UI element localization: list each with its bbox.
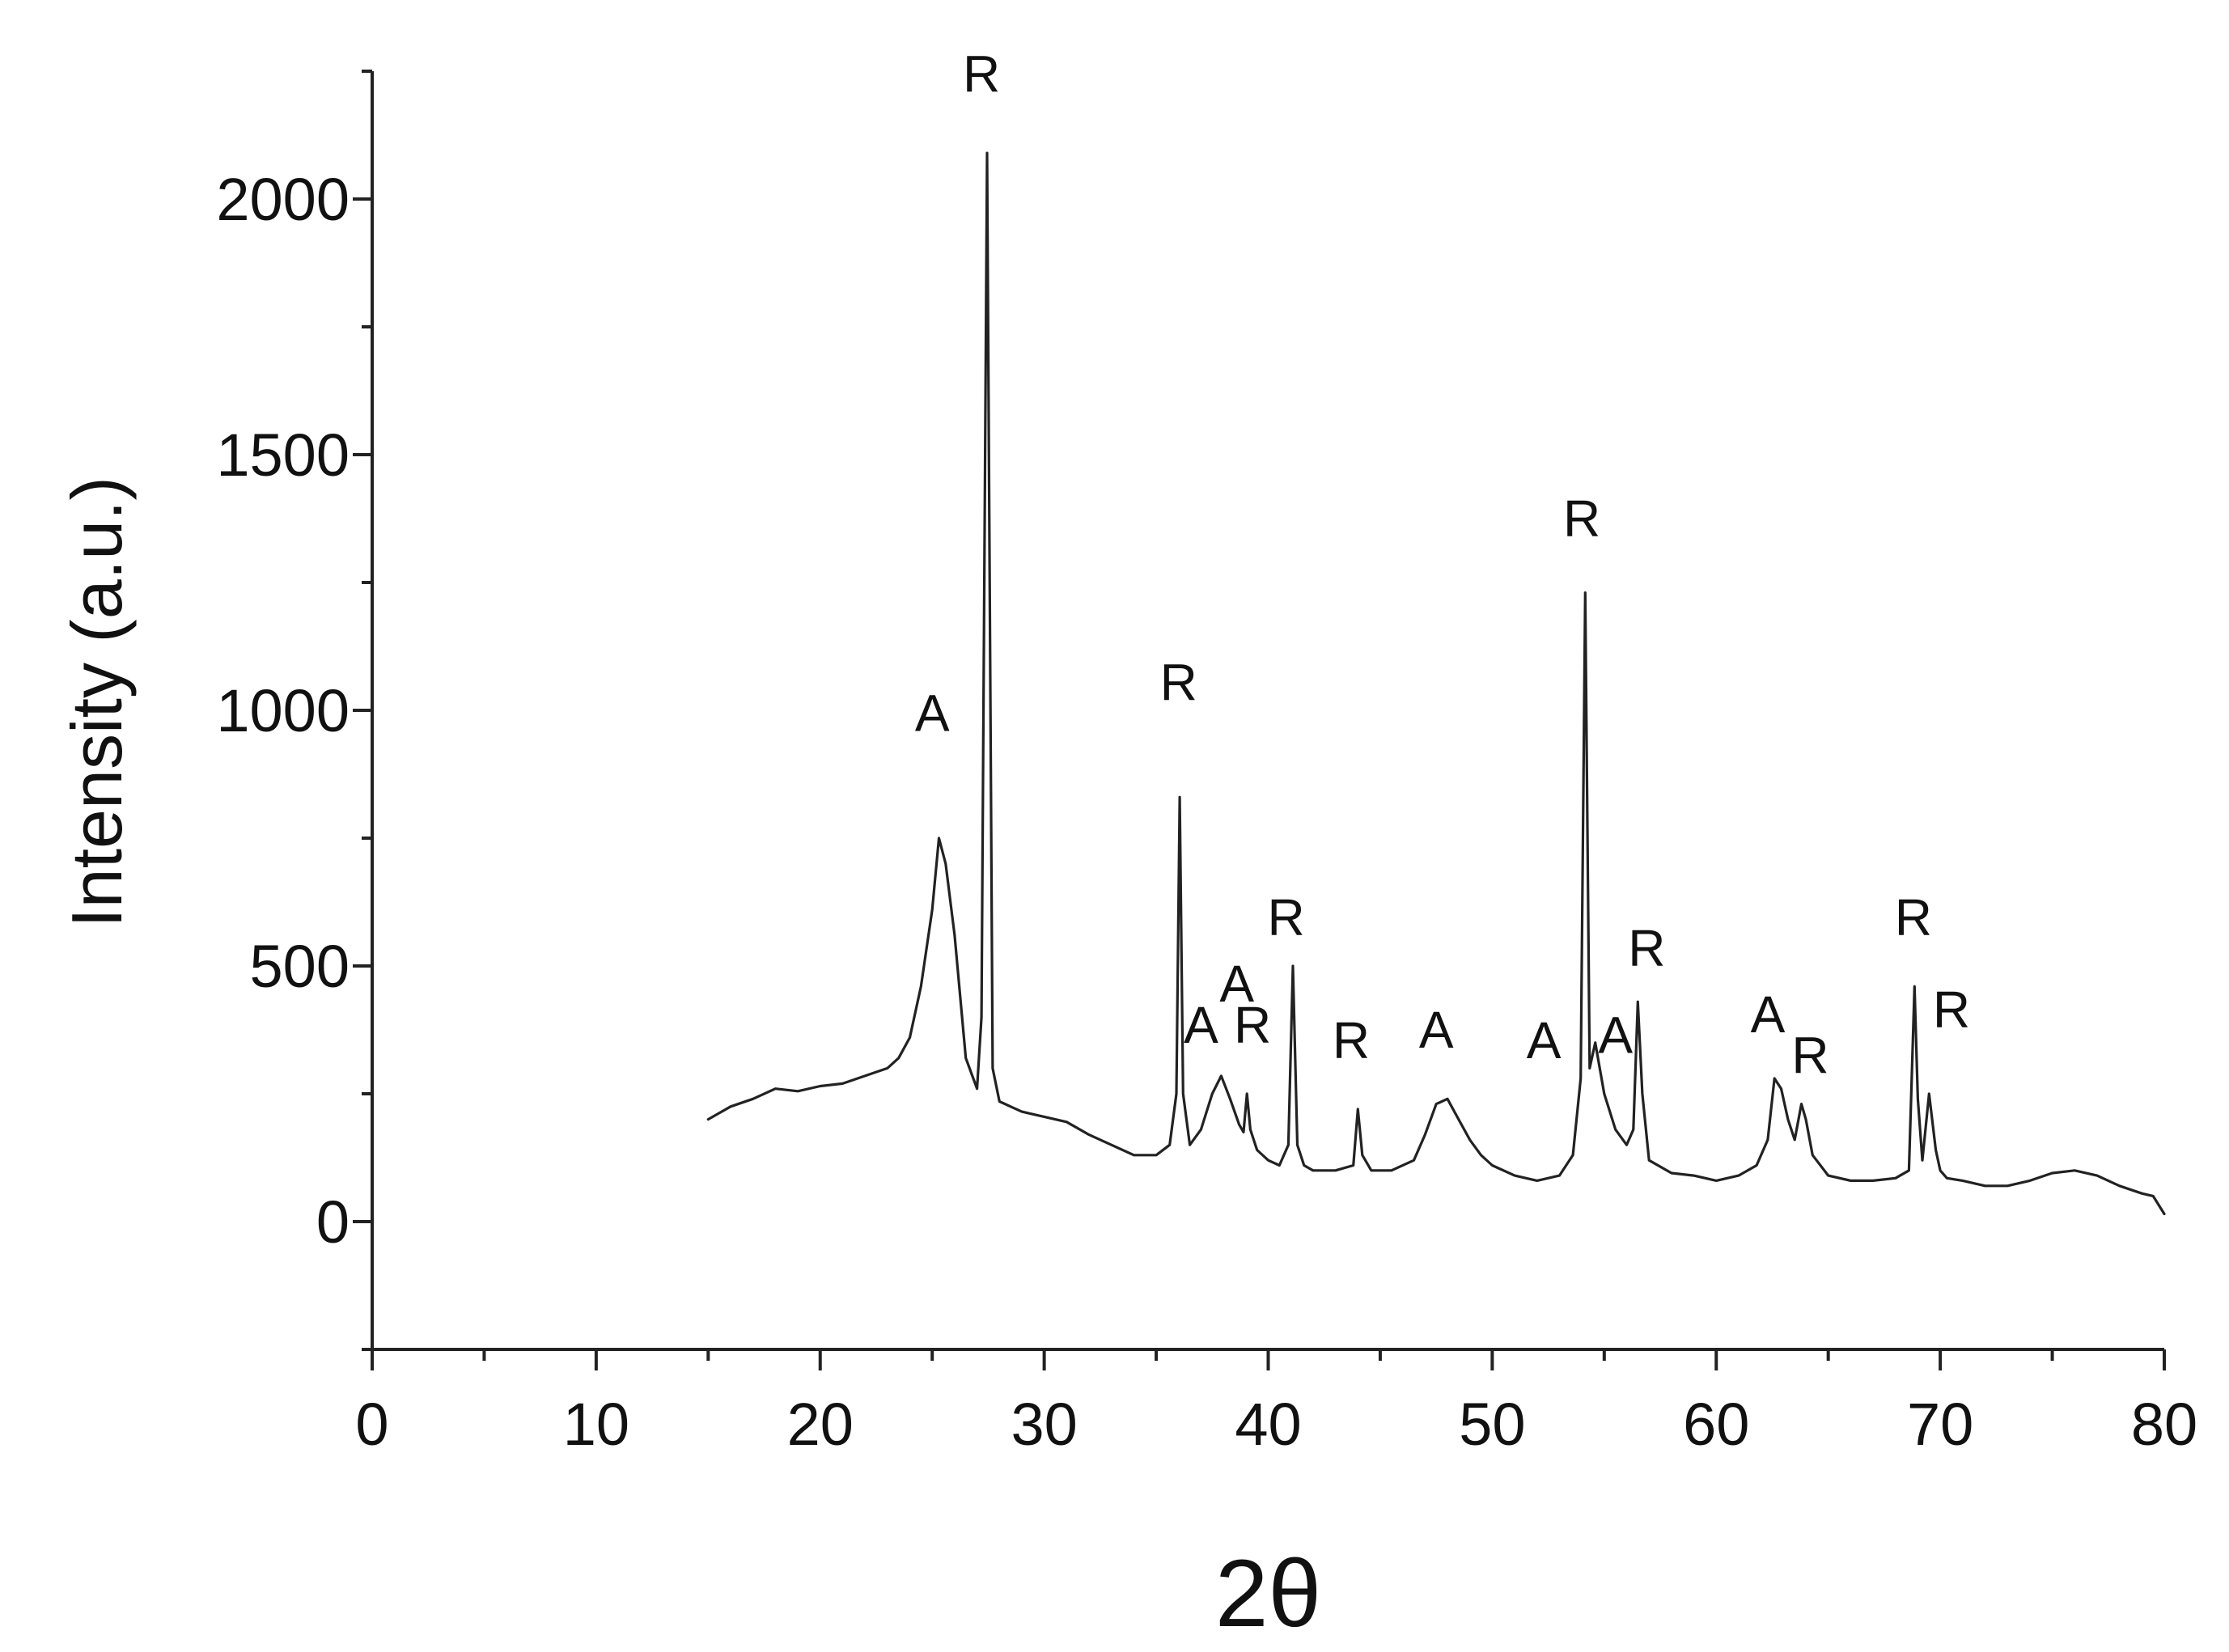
x-tick-label: 70 bbox=[1907, 1391, 1973, 1458]
x-axis-ticks: 0 10 20 30 40 50 60 70 80 bbox=[355, 1349, 2197, 1458]
peak-label-rutile: R bbox=[963, 44, 1000, 103]
x-tick-label: 80 bbox=[2131, 1391, 2197, 1458]
peak-label-anatase: A bbox=[1598, 1006, 1633, 1064]
x-tick-label: 30 bbox=[1011, 1391, 1077, 1458]
peak-label-anatase: A bbox=[1527, 1011, 1562, 1070]
x-tick-label: 50 bbox=[1459, 1391, 1525, 1458]
peak-label-anatase: A bbox=[1751, 985, 1786, 1044]
xrd-pattern-line bbox=[706, 151, 2166, 1216]
y-tick-label: 2000 bbox=[216, 166, 350, 233]
peak-label-rutile: R bbox=[1160, 653, 1197, 711]
peak-label-rutile: R bbox=[1563, 489, 1600, 548]
y-axis-title: Intensity (a.u.) bbox=[57, 477, 137, 928]
peak-label-rutile: R bbox=[1895, 888, 1932, 947]
peak-label-anatase: A bbox=[915, 684, 950, 742]
peak-label-anatase: A bbox=[1419, 1001, 1454, 1059]
y-tick-label: 1000 bbox=[216, 677, 350, 744]
y-tick-label: 500 bbox=[250, 933, 350, 1000]
peak-label-rutile: R bbox=[1333, 1011, 1370, 1070]
plot-area bbox=[706, 151, 2166, 1216]
peak-label-anatase: A bbox=[1219, 955, 1254, 1013]
y-axis-ticks: 0 500 1000 1500 2000 bbox=[216, 70, 372, 1351]
peak-label-anatase: A bbox=[1184, 996, 1218, 1054]
peak-label-rutile: R bbox=[1933, 981, 1970, 1039]
peak-label-rutile: R bbox=[1268, 888, 1305, 947]
peak-label-rutile: R bbox=[1234, 996, 1271, 1054]
x-tick-label: 60 bbox=[1683, 1391, 1749, 1458]
peak-label-rutile: R bbox=[1791, 1027, 1829, 1085]
x-tick-label: 20 bbox=[787, 1391, 854, 1458]
y-tick-label: 0 bbox=[316, 1188, 350, 1256]
x-tick-label: 0 bbox=[355, 1391, 388, 1458]
y-tick-label: 1500 bbox=[216, 421, 350, 489]
x-tick-label: 40 bbox=[1235, 1391, 1301, 1458]
peak-label-rutile: R bbox=[1628, 919, 1665, 977]
x-tick-label: 10 bbox=[563, 1391, 629, 1458]
x-axis-title: 2θ bbox=[1215, 1540, 1321, 1647]
